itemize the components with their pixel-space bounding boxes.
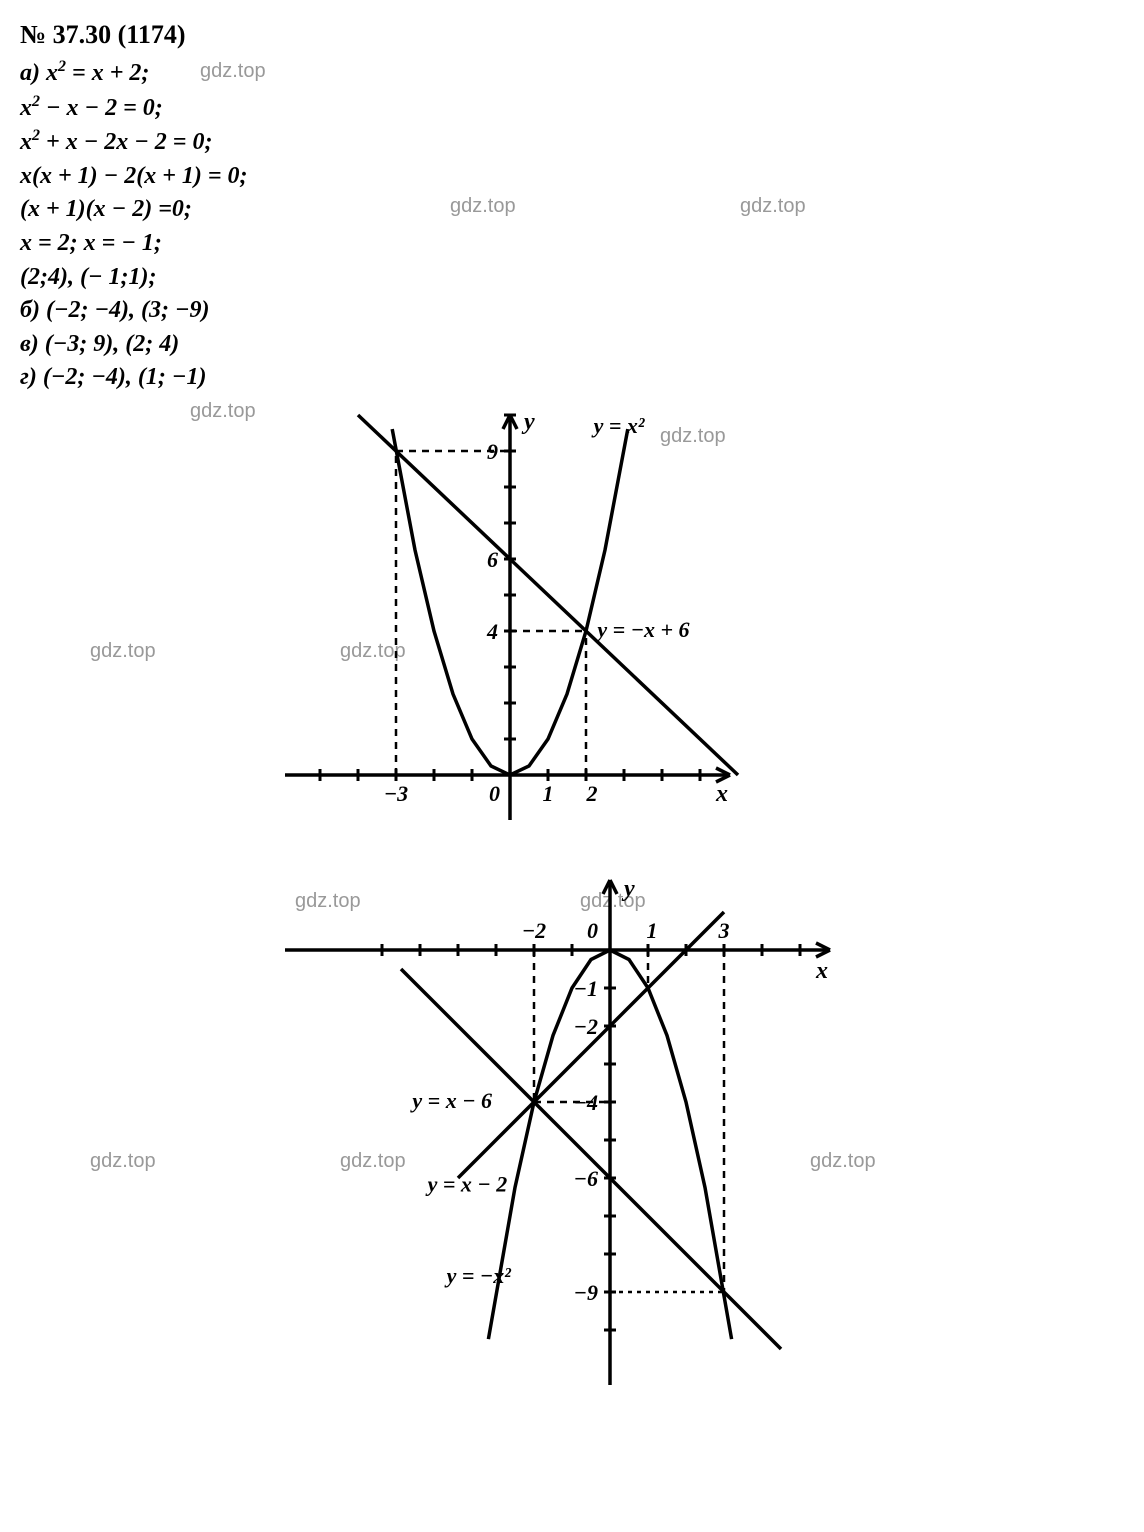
chart-2: −2 0 1 3 x −1 −2 −4 −6 −9 y y = x − 6 y = x − 2 y = −… <box>280 870 1124 1395</box>
svg-text:−1: −1 <box>574 976 598 1001</box>
watermark: gdz.top <box>90 640 156 663</box>
svg-text:y: y <box>521 409 535 435</box>
line-a6: x = 2; x = − 1; <box>20 227 1124 261</box>
svg-text:1: 1 <box>543 781 554 806</box>
svg-text:2: 2 <box>586 781 598 806</box>
svg-text:−2: −2 <box>574 1014 598 1039</box>
svg-text:0: 0 <box>587 918 598 943</box>
svg-text:x: x <box>815 958 828 984</box>
chart-1: −3 0 1 2 x 4 6 9y y = x² y = −x + 6 <box>280 405 1124 830</box>
line-g: г) (−2; −4), (1; −1) <box>20 361 1124 395</box>
svg-text:y = x − 6: y = x − 6 <box>409 1088 492 1113</box>
line-a2: x2 − x − 2 = 0; <box>20 91 1124 126</box>
svg-text:4: 4 <box>486 619 498 644</box>
svg-text:0: 0 <box>489 781 500 806</box>
watermark: gdz.top <box>90 1150 156 1173</box>
line-a1: а) x2 = x + 2; <box>20 56 1124 91</box>
svg-text:9: 9 <box>487 439 498 464</box>
watermark: gdz.top <box>200 60 266 83</box>
svg-text:−2: −2 <box>522 918 546 943</box>
svg-text:6: 6 <box>487 547 498 572</box>
svg-text:1: 1 <box>647 918 658 943</box>
svg-text:y = −x²: y = −x² <box>444 1263 512 1288</box>
svg-text:y = x − 2: y = x − 2 <box>425 1172 508 1197</box>
svg-text:−9: −9 <box>574 1280 598 1305</box>
line-v: в) (−3; 9), (2; 4) <box>20 328 1124 362</box>
svg-text:x: x <box>715 781 728 807</box>
watermark: gdz.top <box>740 195 806 218</box>
svg-text:3: 3 <box>718 918 730 943</box>
line-b: б) (−2; −4), (3; −9) <box>20 294 1124 328</box>
line-a5: (x + 1)(x − 2) =0; <box>20 193 1124 227</box>
line-a4: x(x + 1) − 2(x + 1) = 0; <box>20 160 1124 194</box>
problem-title: № 37.30 (1174) <box>20 20 1124 50</box>
svg-text:y = x²: y = x² <box>591 413 645 438</box>
svg-text:−3: −3 <box>384 781 408 806</box>
line-a7: (2;4), (− 1;1); <box>20 261 1124 295</box>
svg-text:−6: −6 <box>574 1166 598 1191</box>
svg-text:−4: −4 <box>574 1090 598 1115</box>
line-a3: x2 + x − 2x − 2 = 0; <box>20 125 1124 160</box>
watermark: gdz.top <box>450 195 516 218</box>
svg-text:y: y <box>621 876 635 902</box>
watermark: gdz.top <box>190 400 256 423</box>
svg-text:y = −x + 6: y = −x + 6 <box>594 617 689 642</box>
